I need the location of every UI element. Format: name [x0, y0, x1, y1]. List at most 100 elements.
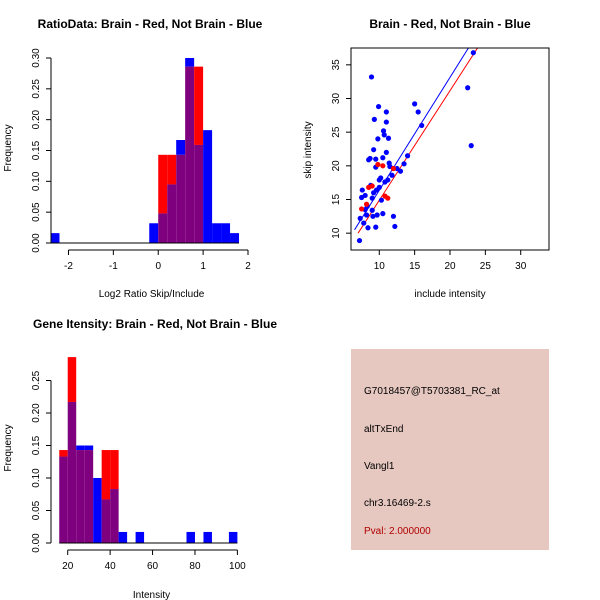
intensity-overlap-bar: [59, 456, 68, 543]
probe-id-label: G7018457@T5703381_RC_at: [364, 386, 500, 397]
scatter-y-tick-label: 20: [331, 160, 342, 172]
ratio-y-tick-label: 0.20: [31, 109, 42, 129]
scatter-x-tick-label: 30: [515, 261, 527, 272]
ratio-y-axis-label: Frequency: [3, 124, 14, 171]
scatter-not-brain-point: [356, 237, 363, 244]
intensity-x-tick-label: 60: [147, 561, 159, 572]
ratio-not-brain-bar: [176, 140, 186, 155]
scatter-not-brain-point: [470, 50, 476, 56]
scatter-not-brain-point: [415, 109, 421, 115]
ratio-x-tick-label: 2: [245, 261, 251, 272]
intensity-y-tick-label: 0.00: [31, 533, 42, 553]
scatter-not-brain-point: [539, 254, 544, 259]
scatter-not-brain-point: [465, 85, 471, 91]
location-label: chr3.16469-2.s: [364, 498, 431, 509]
scatter-not-brain-point: [404, 153, 411, 159]
scatter-brain-point: [369, 183, 375, 189]
intensity-not-brain-bar: [76, 445, 85, 451]
scatter-not-brain-point: [381, 132, 387, 138]
intensity-x-tick-label: 100: [229, 561, 246, 572]
scatter-fit-line-red: [357, 48, 479, 234]
scatter-x-tick-label: 20: [444, 261, 456, 272]
intensity-x-tick-label: 40: [105, 561, 117, 572]
scatter-not-brain-point: [383, 119, 389, 125]
ratio-y-tick-label: 0.05: [31, 202, 42, 222]
intensity-y-tick-label: 0.10: [31, 468, 42, 488]
scatter-brain-point: [363, 201, 370, 207]
scatter-brain-point: [359, 206, 365, 212]
intensity-overlap-bar: [84, 450, 94, 543]
intensity-overlap-bar: [76, 450, 85, 543]
ratio-y-tick-label: 0.30: [31, 48, 42, 68]
intensity-y-axis-label: Frequency: [3, 424, 14, 471]
intensity-not-brain-bar: [228, 531, 238, 543]
ratio-not-brain-bar: [221, 223, 231, 243]
intensity-brain-bar: [59, 450, 68, 457]
ratio-not-brain-bar: [230, 233, 240, 243]
ratio-x-tick-label: -2: [64, 261, 73, 272]
ratio-overlap-bar: [176, 154, 186, 243]
scatter-not-brain-point: [375, 136, 381, 142]
ratio-not-brain-bar: [212, 223, 222, 243]
scatter-fit-line-blue: [354, 48, 469, 231]
scatter-not-brain-point: [371, 147, 377, 153]
gene-name-label: Vangl1: [364, 461, 395, 472]
scatter-y-tick-label: 30: [331, 93, 342, 105]
scatter-not-brain-point: [370, 213, 376, 219]
scatter-not-brain-point: [383, 109, 389, 115]
intensity-y-tick-label: 0.15: [31, 435, 42, 455]
probe-info-panel: G7018457@T5703381_RC_at altTxEnd Vangl1 …: [351, 349, 549, 550]
scatter-not-brain-point: [378, 175, 384, 181]
scatter-not-brain-point: [365, 225, 371, 231]
event-type-label: altTxEnd: [364, 424, 404, 435]
intensity-x-tick-label: 80: [189, 561, 201, 572]
scatter-not-brain-point: [389, 172, 395, 178]
scatter-not-brain-point: [385, 177, 391, 183]
intensity-not-brain-bar: [203, 531, 212, 543]
intensity-not-brain-bar: [135, 531, 145, 543]
scatter-not-brain-point: [376, 184, 382, 190]
scatter-not-brain-point: [419, 122, 425, 129]
ratio-not-brain-bar: [149, 223, 159, 243]
scatter-chart-title: Brain - Red, Not Brain - Blue: [369, 17, 531, 31]
scatter-not-brain-point: [383, 149, 389, 155]
intensity-not-brain-bar: [186, 531, 195, 543]
scatter-plot-area: [354, 48, 544, 259]
intensity-brain-bar: [101, 450, 111, 500]
scatter-not-brain-point: [367, 155, 373, 162]
ratio-x-tick-label: 1: [200, 261, 206, 272]
scatter-not-brain-point: [380, 155, 386, 161]
intensity-brain-bar: [67, 357, 77, 402]
ratio-y-tick-label: 0.25: [31, 79, 42, 99]
scatter-not-brain-point: [374, 212, 380, 218]
intensity-chart-title: Gene Itensity: Brain - Red, Not Brain - …: [33, 317, 277, 331]
scatter-not-brain-point: [412, 101, 418, 107]
ratio-x-tick-label: -1: [109, 261, 118, 272]
ratio-overlap-bar: [167, 184, 177, 243]
scatter-not-brain-point: [362, 192, 368, 199]
scatter-not-brain-point: [373, 224, 379, 230]
scatter-not-brain-point: [392, 223, 398, 230]
scatter-not-brain-point: [401, 161, 407, 167]
scatter-brain-point: [375, 161, 381, 168]
scatter-x-tick-label: 10: [374, 261, 386, 272]
ratio-y-tick-label: 0.00: [31, 233, 42, 253]
intensity-overlap-bar: [67, 401, 77, 543]
scatter-x-tick-label: 15: [409, 261, 421, 272]
scatter-not-brain-point: [357, 215, 363, 221]
ratio-overlap-bar: [185, 66, 195, 243]
scatter-not-brain-point: [359, 187, 365, 193]
scatter-not-brain-point: [390, 213, 397, 219]
scatter-y-axis-label: skip intensity: [303, 121, 314, 178]
ratio-overlap-bar: [158, 213, 168, 243]
ratio-brain-bar: [158, 154, 168, 214]
intensity-y-tick-label: 0.05: [31, 500, 42, 520]
ratio-overlap-bar: [194, 144, 204, 243]
pval-label: Pval: 2.000000: [364, 526, 431, 537]
scatter-y-tick-label: 25: [331, 126, 342, 138]
scatter-x-axis-label: include intensity: [414, 289, 485, 300]
intensity-x-axis-label: Intensity: [133, 590, 170, 600]
scatter-x-tick-label: 25: [480, 261, 492, 272]
intensity-y-tick-label: 0.20: [31, 403, 42, 423]
